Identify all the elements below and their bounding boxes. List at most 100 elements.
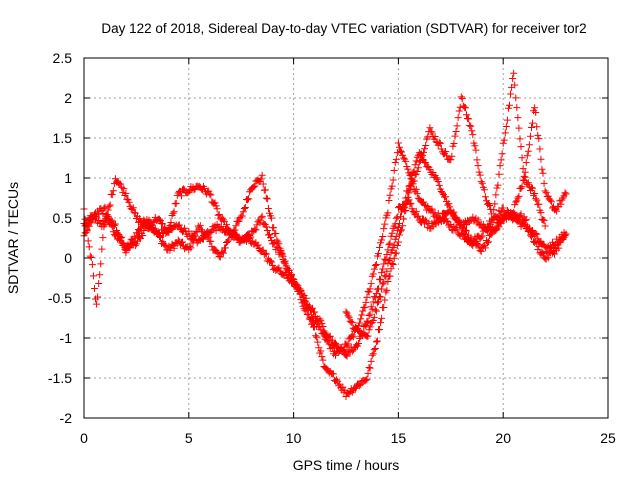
data-point	[483, 239, 491, 247]
grid	[84, 58, 608, 418]
data-point	[101, 203, 109, 211]
data-point	[175, 221, 183, 229]
data-point	[313, 333, 321, 341]
data-point	[367, 357, 375, 365]
data-point	[362, 322, 370, 330]
data-point	[517, 143, 525, 151]
data-point	[362, 376, 370, 384]
data-point	[250, 183, 258, 191]
chart-title: Day 122 of 2018, Sidereal Day-to-day VTE…	[101, 21, 586, 36]
data-point	[84, 216, 92, 224]
data-point	[401, 201, 409, 209]
data-point	[279, 252, 287, 260]
data-point	[251, 182, 259, 190]
data-point	[476, 171, 484, 179]
data-point	[356, 319, 364, 327]
data-point	[180, 185, 188, 193]
data-point	[211, 199, 219, 207]
data-point	[196, 222, 204, 230]
x-tick-label: 5	[185, 430, 193, 446]
data-point	[376, 326, 384, 334]
data-point	[518, 154, 526, 162]
data-point	[314, 338, 322, 346]
data-point	[345, 313, 353, 321]
data-point	[257, 214, 265, 222]
data-point	[392, 155, 400, 163]
data-point	[546, 242, 554, 250]
data-point	[398, 208, 406, 216]
data-point	[241, 204, 249, 212]
data-point	[385, 257, 393, 265]
data-point	[365, 364, 373, 372]
x-tick-label: 25	[600, 430, 616, 446]
data-point	[561, 189, 569, 197]
data-point	[364, 332, 372, 340]
data-point	[170, 244, 178, 252]
data-point	[452, 127, 460, 135]
data-point	[453, 122, 461, 130]
data-point	[370, 265, 378, 273]
data-point	[317, 347, 325, 355]
data-point	[395, 231, 403, 239]
data-point	[105, 202, 113, 210]
data-point	[463, 111, 471, 119]
data-point	[262, 223, 270, 231]
data-point	[380, 279, 388, 287]
data-point	[387, 265, 395, 273]
data-point	[472, 146, 480, 154]
data-point	[305, 315, 313, 323]
y-tick-label: 0.5	[53, 210, 73, 226]
y-tick-label: 1.5	[53, 130, 73, 146]
data-point	[97, 260, 105, 268]
data-point	[368, 305, 376, 313]
data-point	[382, 273, 390, 281]
data-point	[94, 293, 102, 301]
data-point	[275, 264, 283, 272]
data-point	[556, 238, 564, 246]
data-point	[386, 191, 394, 199]
data-point	[85, 243, 93, 251]
data-point	[536, 145, 544, 153]
data-point	[539, 216, 547, 224]
data-point	[537, 209, 545, 217]
data-point	[328, 336, 336, 344]
data-point	[263, 195, 271, 203]
data-point	[273, 243, 281, 251]
data-point	[334, 343, 342, 351]
data-point	[402, 194, 410, 202]
y-tick-label: 0	[64, 250, 72, 266]
data-point	[349, 333, 357, 341]
data-point	[311, 323, 319, 331]
data-point	[371, 294, 379, 302]
data-point	[532, 109, 540, 117]
data-point	[455, 107, 463, 115]
data-point	[454, 114, 462, 122]
data-point	[363, 317, 371, 325]
data-point	[270, 224, 278, 232]
x-tick-label: 20	[495, 430, 511, 446]
data-point	[108, 191, 116, 199]
data-point	[332, 351, 340, 359]
data-point	[407, 199, 415, 207]
data-point	[240, 205, 248, 213]
data-point	[125, 198, 133, 206]
data-point	[355, 339, 363, 347]
data-point	[413, 190, 421, 198]
data-point	[497, 156, 505, 164]
data-point	[282, 271, 290, 279]
data-point	[366, 364, 374, 372]
data-point	[466, 121, 474, 129]
data-point	[515, 124, 523, 132]
data-point	[348, 347, 356, 355]
data-point	[163, 228, 171, 236]
data-point	[376, 244, 384, 252]
data-point	[358, 311, 366, 319]
data-point	[319, 356, 327, 364]
data-point	[393, 149, 401, 157]
x-tick-label: 10	[286, 430, 302, 446]
data-point	[99, 210, 107, 218]
data-point	[477, 178, 485, 186]
data-point	[373, 299, 381, 307]
data-point	[527, 124, 535, 132]
